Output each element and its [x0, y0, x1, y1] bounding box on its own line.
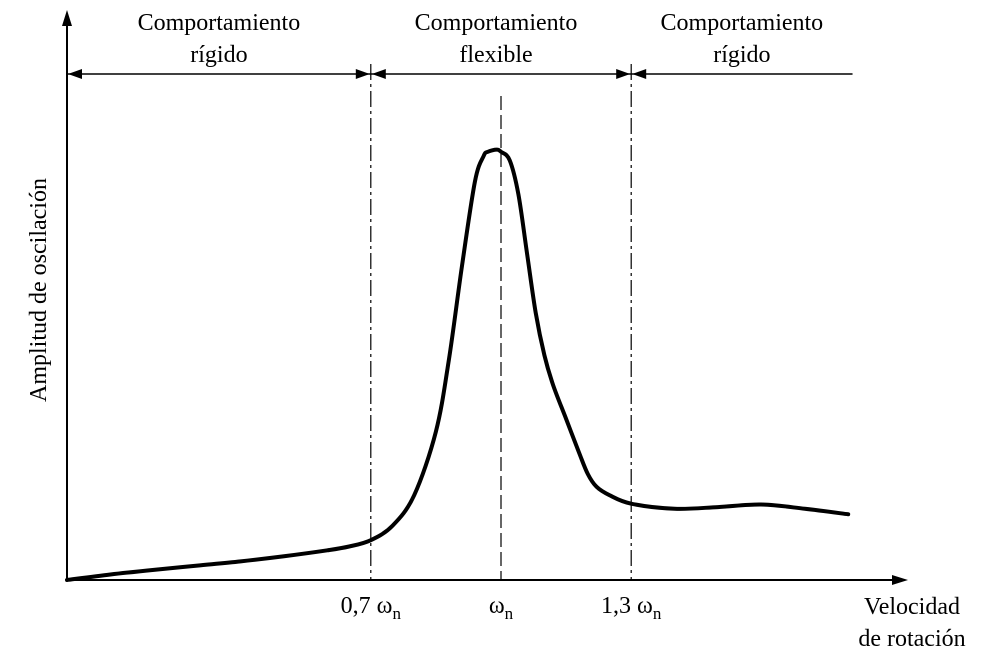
x-tick-subscript: n: [653, 604, 662, 623]
region-label-line: Comportamiento: [138, 10, 301, 36]
region-label-2: Comportamiento rígido: [661, 10, 824, 68]
region-arrowhead-left-1: [371, 69, 386, 79]
x-tick-subscript: n: [505, 604, 514, 623]
region-arrowhead-right-0: [355, 69, 370, 79]
region-label-1: Comportamiento flexible: [415, 10, 578, 68]
x-tick-label-2: 1,3 ωn: [601, 593, 662, 623]
x-axis-arrowhead: [892, 575, 908, 585]
region-arrowhead-right-1: [616, 69, 631, 79]
region-label-line: flexible: [459, 42, 532, 68]
y-axis-arrowhead: [62, 10, 72, 26]
x-axis-label-line: de rotación: [858, 626, 965, 652]
x-axis-label: Velocidad de rotación: [858, 594, 965, 652]
x-tick-label-0: 0,7 ωn: [341, 593, 402, 623]
x-tick-subscript: n: [392, 604, 401, 623]
x-tick-main: 0,7 ω: [341, 593, 393, 619]
x-axis-label-line: Velocidad: [864, 594, 960, 620]
x-tick-main: 1,3 ω: [601, 593, 653, 619]
guide-lines: [370, 64, 632, 580]
y-axis-label: Amplitud de oscilación: [26, 178, 52, 402]
x-tick-main: ω: [489, 593, 505, 619]
region-label-line: rígido: [190, 42, 247, 68]
curve-layer: [65, 147, 851, 582]
regions-layer: Comportamiento rígido Comportamiento flexib…: [67, 10, 853, 79]
region-arrowhead-left-0: [68, 69, 82, 79]
axes: [62, 10, 908, 585]
amplitude-curve: [65, 147, 851, 582]
region-label-line: Comportamiento: [661, 10, 824, 36]
x-tick-labels: 0,7 ωn ωn 1,3 ωn: [341, 593, 662, 623]
region-label-0: Comportamiento rígido: [138, 10, 301, 68]
region-label-line: Comportamiento: [415, 10, 578, 36]
region-label-line: rígido: [713, 42, 770, 68]
axis-labels: Amplitud de oscilación Velocidad de rotaci…: [26, 178, 966, 652]
x-tick-label-1: ωn: [489, 593, 514, 623]
region-arrowhead-left-2: [632, 69, 647, 79]
